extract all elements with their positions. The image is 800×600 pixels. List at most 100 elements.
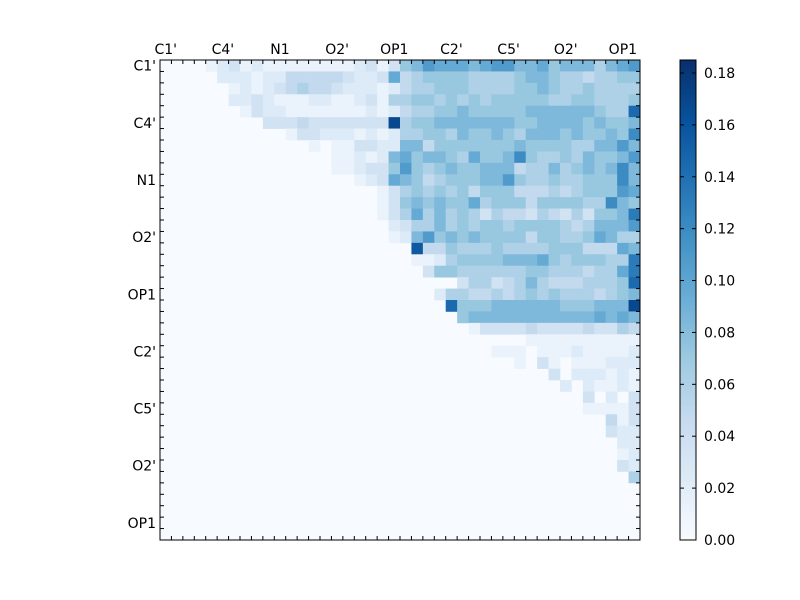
heatmap-cell bbox=[365, 94, 378, 107]
heatmap-cell bbox=[468, 220, 481, 232]
heatmap-cell bbox=[560, 220, 572, 232]
heatmap-cell bbox=[297, 105, 309, 118]
heatmap-cell bbox=[548, 140, 561, 152]
heatmap-cell bbox=[400, 105, 412, 118]
heatmap-cell bbox=[457, 231, 469, 244]
heatmap-cell bbox=[434, 151, 447, 164]
heatmap-cell bbox=[571, 185, 584, 198]
heatmap-cell bbox=[582, 71, 595, 84]
heatmap-cell bbox=[262, 82, 275, 95]
colorbar-ticks: 0.00 0.02 0.04 0.06 0.08 0.10 0.12 0.14 0.16 0.18 bbox=[680, 66, 735, 549]
heatmap-cell bbox=[262, 94, 275, 107]
heatmap-cell bbox=[617, 162, 629, 175]
heatmap-cell bbox=[514, 322, 527, 335]
heatmap-cell bbox=[571, 94, 584, 107]
heatmap-cell bbox=[274, 105, 287, 118]
heatmap-cell bbox=[445, 128, 458, 141]
heatmap-cell bbox=[560, 117, 572, 129]
heatmap-cell bbox=[548, 220, 561, 232]
heatmap-cell bbox=[571, 220, 584, 232]
heatmap-cell bbox=[537, 231, 549, 244]
heatmap-cell bbox=[514, 174, 527, 187]
heatmap-cell bbox=[628, 128, 641, 141]
heatmap-cell bbox=[525, 94, 538, 107]
heatmap-cell bbox=[582, 185, 595, 198]
heatmap-cell bbox=[628, 208, 641, 221]
heatmap-cell bbox=[411, 82, 424, 95]
heatmap-cell bbox=[571, 151, 584, 164]
heatmap-cell bbox=[388, 197, 401, 209]
heatmap-cell bbox=[457, 60, 469, 72]
heatmap-cell bbox=[594, 345, 607, 358]
heatmap-cell bbox=[502, 311, 515, 324]
heatmap-cell bbox=[502, 151, 515, 164]
heatmap-cell bbox=[628, 402, 641, 415]
y-tick-label: C5' bbox=[133, 402, 156, 418]
heatmap-cell bbox=[297, 82, 309, 95]
heatmap-cell bbox=[617, 185, 629, 198]
heatmap-cell bbox=[617, 402, 629, 415]
heatmap-cell bbox=[377, 185, 389, 198]
heatmap-cell bbox=[628, 162, 641, 175]
heatmap-cell bbox=[354, 82, 367, 95]
heatmap-cell bbox=[525, 242, 538, 255]
heatmap-cell bbox=[605, 140, 618, 152]
heatmap-cell bbox=[571, 231, 584, 244]
heatmap-cell bbox=[628, 391, 641, 404]
heatmap-cell bbox=[262, 105, 275, 118]
heatmap-cell bbox=[457, 254, 469, 267]
heatmap-cell bbox=[628, 105, 641, 118]
heatmap-cell bbox=[228, 94, 241, 107]
heatmap-cell bbox=[480, 94, 492, 107]
heatmap-cell bbox=[491, 197, 504, 209]
heatmap-cell bbox=[548, 208, 561, 221]
heatmap-cell bbox=[422, 231, 435, 244]
heatmap-cell bbox=[537, 174, 549, 187]
heatmap-cell bbox=[537, 300, 549, 312]
heatmap-cell bbox=[331, 71, 344, 84]
heatmap-cell bbox=[525, 300, 538, 312]
heatmap-cell bbox=[617, 380, 629, 392]
heatmap-cell bbox=[525, 140, 538, 152]
heatmap-cell bbox=[537, 162, 549, 175]
heatmap-cell bbox=[594, 105, 607, 118]
heatmap-cell bbox=[228, 82, 241, 95]
heatmap-cell bbox=[297, 71, 309, 84]
heatmap-cell bbox=[480, 105, 492, 118]
heatmap-cell bbox=[594, 94, 607, 107]
heatmap-cell bbox=[594, 277, 607, 289]
heatmap-cell bbox=[457, 82, 469, 95]
heatmap-cell bbox=[411, 174, 424, 187]
x-tick-label: C5' bbox=[497, 42, 520, 58]
heatmap-cell bbox=[537, 140, 549, 152]
heatmap-cell bbox=[617, 94, 629, 107]
colorbar-tick-label: 0.12 bbox=[704, 222, 735, 238]
heatmap-cell bbox=[205, 60, 218, 72]
heatmap-cell bbox=[491, 277, 504, 289]
heatmap-cell bbox=[400, 208, 412, 221]
heatmap-cell bbox=[434, 60, 447, 72]
heatmap-cell bbox=[594, 288, 607, 301]
heatmap-cell bbox=[354, 174, 367, 187]
heatmap-cell bbox=[480, 140, 492, 152]
heatmap-cell bbox=[411, 197, 424, 209]
heatmap-cell bbox=[605, 208, 618, 221]
heatmap-cell bbox=[457, 71, 469, 84]
minor-ticks bbox=[159, 59, 641, 541]
heatmap-cell bbox=[525, 277, 538, 289]
heatmap-cell bbox=[445, 220, 458, 232]
heatmap-cell bbox=[388, 117, 401, 129]
heatmap-cell bbox=[571, 254, 584, 267]
heatmap-cell bbox=[445, 208, 458, 221]
heatmap-cell bbox=[491, 265, 504, 278]
heatmap-cell bbox=[377, 71, 389, 84]
heatmap-cell bbox=[548, 105, 561, 118]
heatmap-cell bbox=[594, 174, 607, 187]
heatmap-cell bbox=[468, 311, 481, 324]
heatmap-cell bbox=[571, 174, 584, 187]
heatmap-cell bbox=[514, 117, 527, 129]
heatmap-cell bbox=[525, 208, 538, 221]
heatmap-cell bbox=[422, 185, 435, 198]
heatmap-cell bbox=[445, 162, 458, 175]
heatmap-cell bbox=[411, 128, 424, 141]
